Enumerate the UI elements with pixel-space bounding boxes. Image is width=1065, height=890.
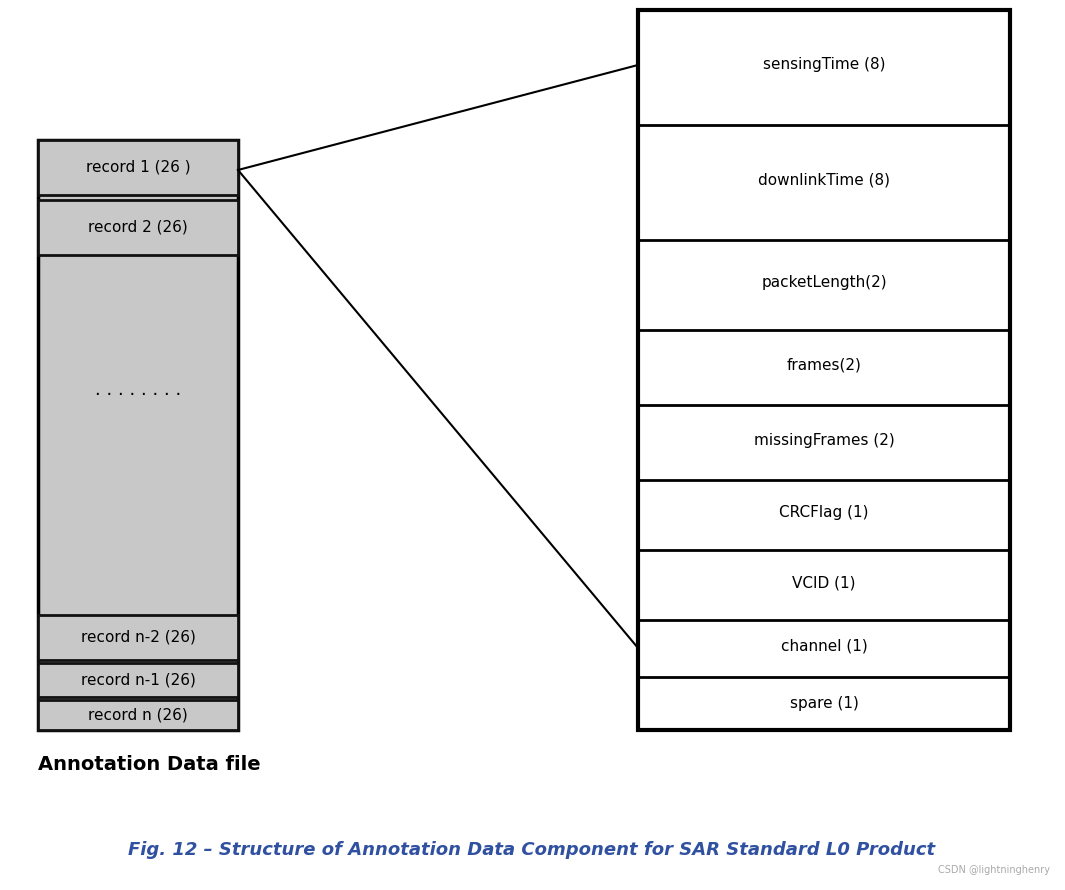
Text: spare (1): spare (1) [789,696,858,711]
Text: record n (26): record n (26) [88,708,187,723]
Text: record n-2 (26): record n-2 (26) [81,630,196,645]
Text: CSDN @lightninghenry: CSDN @lightninghenry [938,865,1050,875]
Bar [38,615,237,660]
Text: record 1 (26 ): record 1 (26 ) [85,160,191,175]
Text: channel (1): channel (1) [781,638,867,653]
Text: sensingTime (8): sensingTime (8) [763,58,885,72]
Text: record 2 (26): record 2 (26) [88,220,187,235]
Bar [638,10,1010,730]
Bar [38,700,237,730]
Text: frames(2): frames(2) [787,358,862,373]
Text: downlinkTime (8): downlinkTime (8) [758,173,890,188]
Text: CRCFlag (1): CRCFlag (1) [780,505,869,520]
Text: Annotation Data file: Annotation Data file [38,756,261,774]
Bar [38,140,237,730]
Text: . . . . . . . .: . . . . . . . . [95,381,181,399]
Bar [38,140,237,195]
Text: Fig. 12 – Structure of Annotation Data Component for SAR Standard L0 Product: Fig. 12 – Structure of Annotation Data C… [129,841,935,859]
Text: missingFrames (2): missingFrames (2) [754,433,895,448]
Text: VCID (1): VCID (1) [792,575,856,590]
Bar [38,200,237,255]
Text: packetLength(2): packetLength(2) [761,275,887,290]
Text: record n-1 (26): record n-1 (26) [81,673,196,687]
Bar [38,663,237,697]
